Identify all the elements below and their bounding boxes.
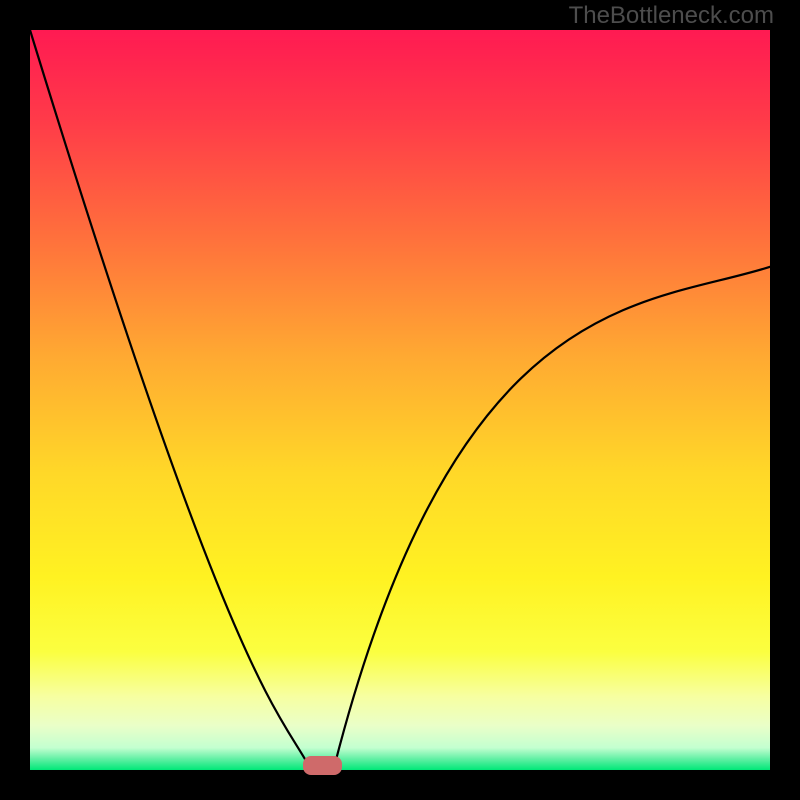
optimum-marker — [303, 756, 341, 775]
plot-area — [30, 30, 770, 770]
curve-right-branch — [333, 267, 770, 770]
chart-frame: TheBottleneck.com — [0, 0, 800, 800]
watermark-text: TheBottleneck.com — [569, 2, 774, 30]
bottleneck-curve — [30, 30, 770, 770]
curve-left-branch — [30, 30, 311, 770]
